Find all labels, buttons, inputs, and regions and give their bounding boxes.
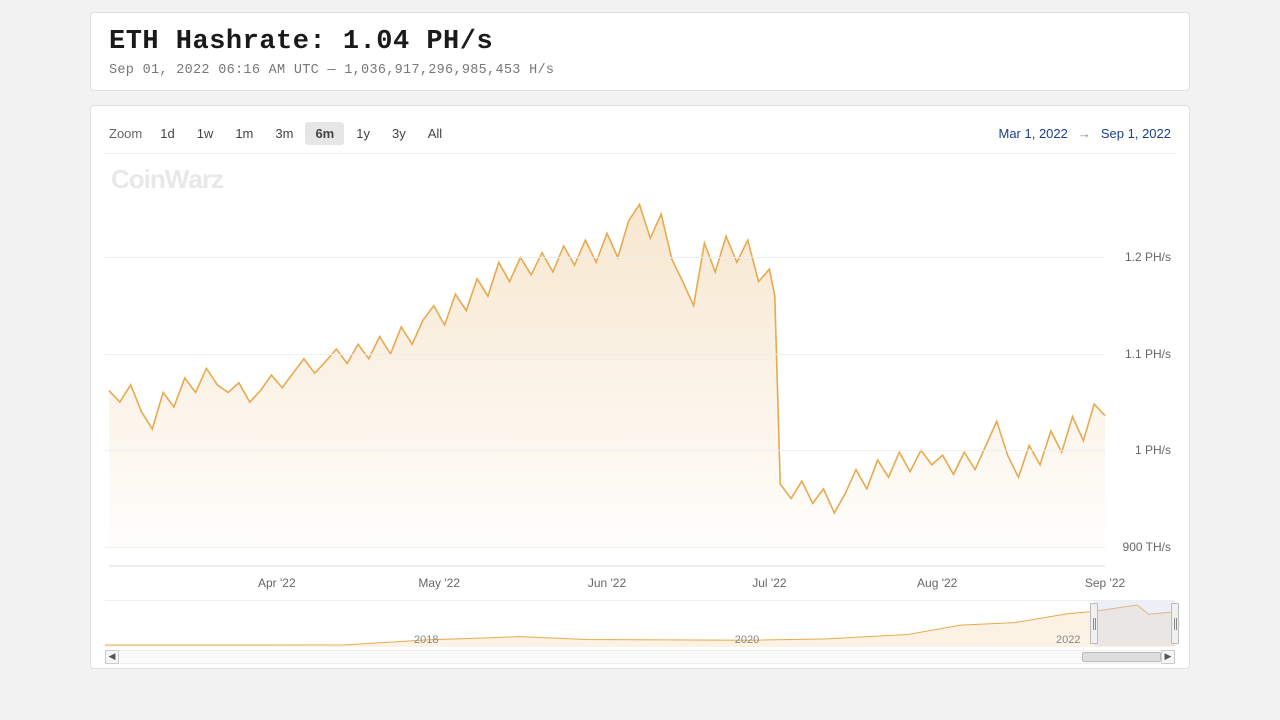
navigator-handle-right[interactable]	[1171, 603, 1179, 644]
navigator[interactable]: ◀ ▶ 2018 2020 2022	[105, 600, 1175, 662]
x-tick-label: Jun '22	[588, 576, 626, 590]
y-tick-label: 900 TH/s	[1119, 540, 1171, 554]
gridline	[105, 257, 1105, 258]
gridline	[105, 547, 1105, 548]
chart-area	[109, 204, 1105, 566]
date-range: Mar 1, 2022 → Sep 1, 2022	[999, 126, 1172, 141]
gridline	[105, 450, 1105, 451]
zoom-3m-button[interactable]: 3m	[265, 122, 303, 145]
zoom-label: Zoom	[109, 126, 142, 141]
main-chart[interactable]: CoinWarz 1.2 PH/s 1.1 PH/s 1 PH/s 900 TH/s A…	[105, 154, 1175, 594]
scroll-thumb[interactable]	[1082, 652, 1161, 662]
zoom-1m-button[interactable]: 1m	[225, 122, 263, 145]
scroll-left-button[interactable]: ◀	[105, 650, 119, 664]
zoom-6m-button[interactable]: 6m	[305, 122, 344, 145]
zoom-group: Zoom 1d1w1m3m6m1y3yAll	[109, 122, 452, 145]
date-from[interactable]: Mar 1, 2022	[999, 126, 1068, 141]
navigator-selection[interactable]	[1094, 601, 1175, 646]
page-subtitle: Sep 01, 2022 06:16 AM UTC — 1,036,917,29…	[109, 63, 1171, 78]
zoom-all-button[interactable]: All	[418, 122, 452, 145]
x-tick-label: Sep '22	[1085, 576, 1125, 590]
navigator-tick-label: 2022	[1056, 634, 1080, 646]
y-tick-label: 1 PH/s	[1131, 443, 1171, 457]
zoom-1d-button[interactable]: 1d	[150, 122, 184, 145]
x-tick-label: Apr '22	[258, 576, 296, 590]
header-card: ETH Hashrate: 1.04 PH/s Sep 01, 2022 06:…	[90, 12, 1190, 91]
navigator-tick-label: 2018	[414, 634, 438, 646]
arrow-icon: →	[1078, 126, 1091, 141]
scroll-track[interactable]	[119, 650, 1161, 664]
chart-card: Zoom 1d1w1m3m6m1y3yAll Mar 1, 2022 → Sep…	[90, 105, 1190, 669]
zoom-1y-button[interactable]: 1y	[346, 122, 380, 145]
x-tick-label: May '22	[418, 576, 460, 590]
page-title: ETH Hashrate: 1.04 PH/s	[109, 27, 1171, 57]
gridline	[105, 354, 1105, 355]
navigator-handle-left[interactable]	[1090, 603, 1098, 644]
navigator-tick-label: 2020	[735, 634, 759, 646]
scroll-right-button[interactable]: ▶	[1161, 650, 1175, 664]
y-tick-label: 1.2 PH/s	[1121, 250, 1171, 264]
y-tick-label: 1.1 PH/s	[1121, 347, 1171, 361]
x-tick-label: Aug '22	[917, 576, 957, 590]
zoom-3y-button[interactable]: 3y	[382, 122, 416, 145]
zoom-1w-button[interactable]: 1w	[187, 122, 224, 145]
date-to[interactable]: Sep 1, 2022	[1101, 126, 1171, 141]
chart-toolbar: Zoom 1d1w1m3m6m1y3yAll Mar 1, 2022 → Sep…	[105, 120, 1175, 154]
navigator-scrollbar[interactable]: ◀ ▶	[105, 650, 1175, 664]
watermark: CoinWarz	[111, 164, 223, 195]
x-tick-label: Jul '22	[752, 576, 786, 590]
